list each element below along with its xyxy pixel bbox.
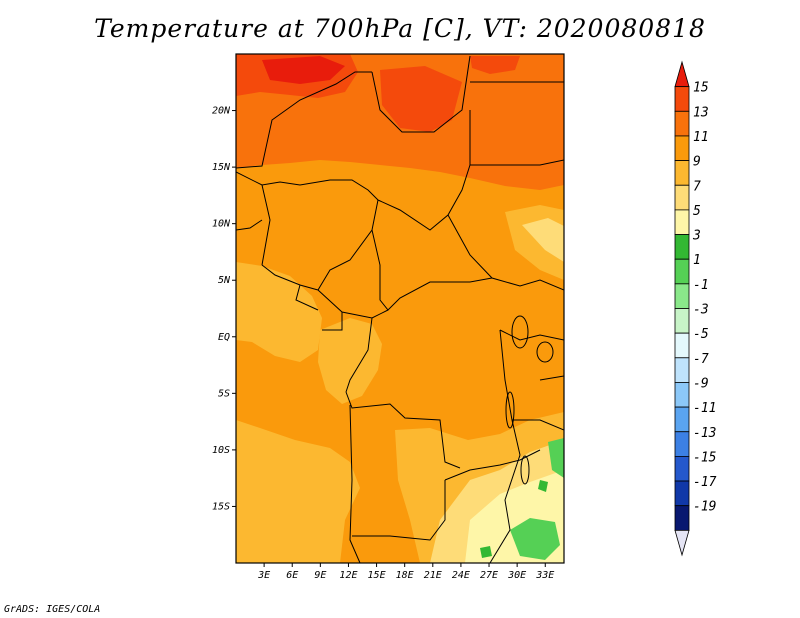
colorbar-label: -1 — [693, 278, 709, 293]
colorbar-label: -15 — [693, 450, 717, 465]
country-borders — [236, 55, 564, 563]
temp-band-13-15-east — [470, 56, 520, 74]
colorbar-swatch — [674, 283, 690, 309]
temp-band-1-3 — [510, 518, 560, 560]
colorbar-label: -9 — [693, 376, 709, 391]
colorbar-swatch — [674, 135, 690, 161]
colorbar-label: -13 — [693, 426, 716, 441]
colorbar-swatch — [674, 357, 690, 383]
temp-band-1-3-east — [548, 438, 564, 478]
colorbar-label: 15 — [693, 81, 709, 96]
temp-band-7-9-coast — [318, 318, 382, 404]
colorbar-label: 7 — [693, 179, 701, 194]
colorbar-swatch — [674, 184, 690, 211]
y-tick-label: 5S — [218, 388, 230, 399]
map-frame — [235, 53, 565, 564]
x-tick-label: 3E — [257, 570, 270, 581]
colorbar-label: -3 — [693, 303, 709, 318]
colorbar-top-arrow — [674, 60, 690, 88]
y-tick-label: 10N — [212, 219, 231, 230]
x-tick-label: 33E — [535, 570, 554, 581]
colorbar-label: 11 — [693, 130, 709, 145]
y-tick-label: 15S — [212, 501, 230, 512]
colorbar-swatch — [674, 431, 690, 457]
colorbar-label: -11 — [693, 401, 716, 416]
temp-band-7-9-south — [236, 420, 360, 563]
colorbar-swatch — [674, 332, 690, 359]
colorbar-label: -5 — [693, 327, 709, 342]
colorbar-swatch — [674, 160, 690, 186]
y-tick-label: 5N — [218, 275, 231, 286]
colorbar-swatch — [674, 308, 690, 334]
axis-ticks: 3E 6E 9E 12E 15E 18E 21E 24E 27E 30E 33E 20N 15N 10N 5… — [212, 106, 554, 581]
x-tick-label: 6E — [286, 570, 298, 581]
x-tick-label: 18E — [396, 570, 414, 581]
colorbar-swatch — [674, 234, 690, 260]
x-tick-label: 30E — [507, 570, 526, 581]
map-title: Temperature at 700hPa [C], VT: 202008081… — [94, 14, 706, 43]
colorbar-swatch — [674, 505, 690, 531]
y-tick-label: 20N — [212, 106, 231, 117]
x-tick-label: 21E — [424, 570, 442, 581]
colorbar: 15 13 11 9 7 5 3 1 -1 -3 -5 -7 -9 -11 -13 -15 -17 -19 — [674, 60, 717, 557]
colorbar-label: 1 — [693, 253, 701, 268]
y-tick-label: 10S — [212, 445, 230, 456]
temp-band-7-9-west — [236, 262, 322, 362]
colorbar-label: -19 — [693, 500, 716, 515]
lakes — [505, 315, 554, 485]
y-tick-label: EQ — [218, 332, 230, 343]
colorbar-label: -7 — [693, 352, 709, 367]
x-tick-label: 27E — [480, 570, 498, 581]
colorbar-label: 3 — [692, 229, 701, 244]
x-tick-label: 12E — [339, 570, 357, 581]
credit-text: GrADS: IGES/COLA — [4, 604, 101, 615]
temp-band-5-7-east — [522, 218, 564, 262]
colorbar-label: 9 — [693, 155, 701, 170]
temp-band-13-15-central — [380, 66, 462, 132]
colorbar-swatch — [674, 209, 690, 235]
x-tick-label: 15E — [368, 570, 386, 581]
temp-band-1-3-dots — [480, 480, 548, 558]
colorbar-swatch — [674, 406, 690, 433]
x-tick-label: 24E — [452, 570, 470, 581]
temperature-field — [236, 54, 564, 563]
colorbar-swatch — [674, 382, 690, 408]
colorbar-label: -17 — [693, 475, 717, 490]
colorbar-label: 13 — [693, 105, 709, 120]
colorbar-label: 5 — [693, 204, 701, 219]
colorbar-swatch — [674, 480, 690, 507]
colorbar-swatch — [674, 86, 690, 112]
colorbar-swatch — [674, 258, 690, 285]
colorbar-swatch — [674, 110, 690, 137]
colorbar-swatch — [674, 455, 690, 482]
colorbar-bottom-arrow — [674, 529, 690, 557]
x-tick-label: 9E — [314, 570, 326, 581]
temp-band-15-north — [262, 56, 345, 84]
y-tick-label: 15N — [212, 162, 231, 173]
